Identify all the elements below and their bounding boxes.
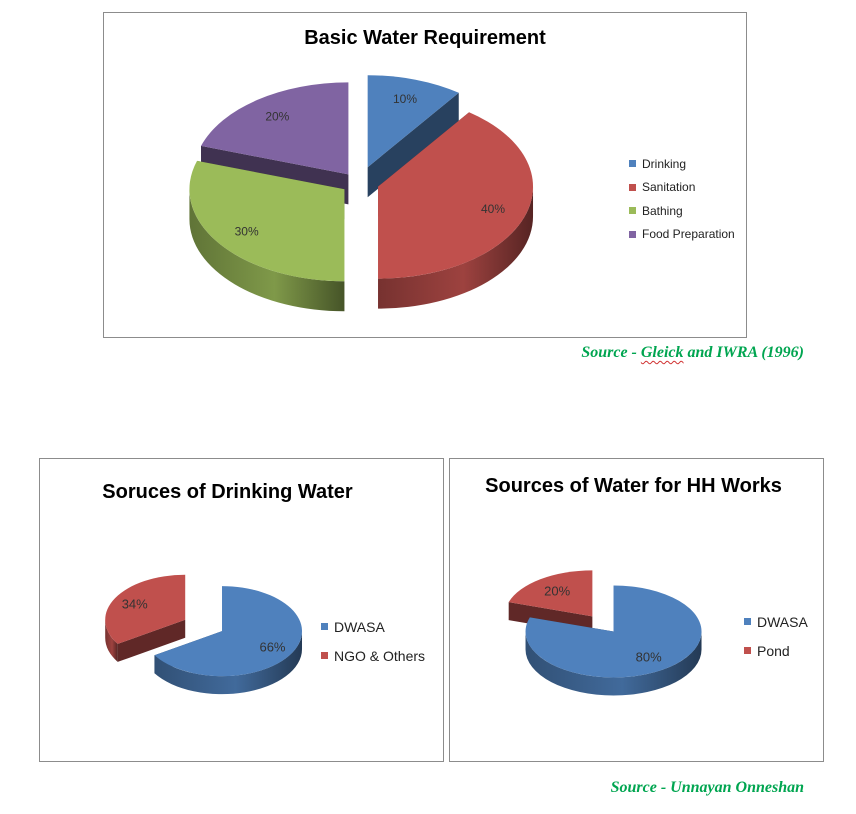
- pie-chart-drinking-water: 66% 34%: [105, 574, 303, 695]
- pie-slice-bathing: [189, 160, 345, 282]
- source-citation-unnayan: Source - Unnayan Onneshan: [610, 779, 804, 796]
- chart-drinking-water-sources: Soruces of Drinking Water 66% 34% DWASA NG…: [39, 458, 444, 762]
- pie-chart-basic-water: 10% 40% 30% 20%: [189, 75, 534, 312]
- legend-swatch: [744, 618, 751, 625]
- legend-swatch: [629, 207, 636, 215]
- legend-label: DWASA: [757, 613, 808, 630]
- pie-slice-pond: [508, 570, 593, 617]
- legend-item-drinking: Drinking: [629, 152, 735, 176]
- data-label-drinking: 10%: [393, 92, 417, 106]
- pie-chart-hh-works: 80% 20%: [508, 570, 702, 696]
- chart-basic-water-requirement: Basic Water Requirement 10% 40% 30% 20% Dri…: [103, 12, 747, 338]
- chart-title: Soruces of Drinking Water: [102, 481, 353, 503]
- pie-slice-drinking: [367, 75, 459, 168]
- chart-title: Basic Water Requirement: [304, 27, 546, 49]
- legend-label: DWASA: [334, 618, 385, 635]
- pie-slice-food-preparation: [201, 82, 349, 175]
- pie-slice-dwasa: [154, 586, 303, 677]
- source-suffix: and IWRA (1996): [683, 344, 804, 361]
- data-label-food-preparation: 20%: [265, 110, 289, 124]
- legend-swatch: [629, 160, 636, 168]
- data-label-bathing: 30%: [235, 225, 259, 239]
- legend-item-dwasa: DWASA: [321, 612, 425, 641]
- data-label-sanitation: 40%: [481, 202, 505, 216]
- legend-label: NGO & Others: [334, 647, 426, 664]
- legend-swatch: [321, 652, 328, 659]
- pie-slice-side-drinking: [367, 92, 459, 198]
- legend-swatch: [321, 623, 328, 630]
- legend-swatch: [744, 647, 751, 654]
- legend-item-sanitation: Sanitation: [629, 176, 735, 200]
- pie-slice-ngo-others: [105, 574, 186, 644]
- legend-label: Pond: [757, 642, 790, 659]
- legend-item-pond: Pond: [744, 636, 808, 665]
- data-label-dwasa: 66%: [259, 639, 285, 654]
- legend-label: Bathing: [642, 203, 683, 218]
- chart-legend: Drinking Sanitation Bathing Food Preparatio…: [629, 152, 735, 246]
- legend-item-food-preparation: Food Preparation: [629, 223, 735, 247]
- pie-slice-dwasa: [525, 585, 702, 678]
- legend-label: Food Preparation: [642, 227, 735, 242]
- data-label-ngo-others: 34%: [122, 597, 148, 612]
- source-prefix: Source -: [581, 344, 641, 361]
- legend-item-dwasa: DWASA: [744, 607, 808, 636]
- legend-item-bathing: Bathing: [629, 199, 735, 223]
- legend-label: Drinking: [642, 156, 687, 171]
- chart-hh-works-sources: Sources of Water for HH Works 80% 20% DWA…: [449, 458, 824, 762]
- source-citation-gleick: Source - Gleick and IWRA (1996): [581, 344, 804, 362]
- pie-slice-side-ngo-others: [105, 619, 186, 662]
- legend-swatch: [629, 183, 636, 191]
- chart-title: Sources of Water for HH Works: [485, 475, 782, 497]
- legend-label: Sanitation: [642, 180, 696, 195]
- legend-swatch: [629, 230, 636, 238]
- chart-legend: DWASA NGO & Others: [321, 612, 425, 670]
- data-label-pond: 20%: [544, 584, 570, 599]
- pie-slice-sanitation: [378, 112, 534, 279]
- data-label-dwasa: 80%: [636, 649, 662, 664]
- legend-item-ngo-others: NGO & Others: [321, 641, 425, 670]
- source-author: Gleick: [640, 344, 684, 361]
- chart-legend: DWASA Pond: [744, 607, 808, 665]
